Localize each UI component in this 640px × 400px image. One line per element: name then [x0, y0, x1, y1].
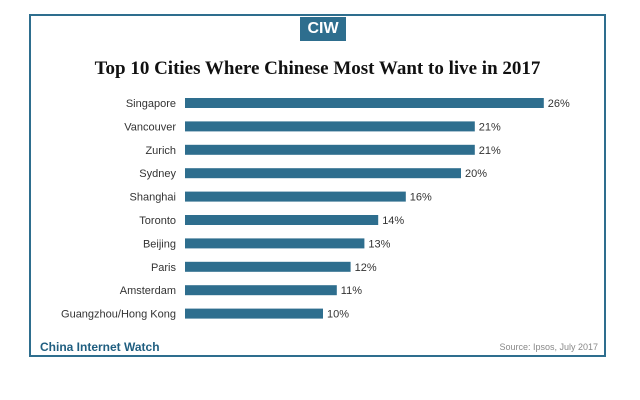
value-label: 10% — [327, 309, 349, 321]
category-label: Toronto — [139, 215, 176, 227]
bar — [185, 191, 406, 202]
value-label: 11% — [341, 285, 362, 297]
category-label: Sydney — [139, 168, 176, 180]
bar — [185, 215, 379, 225]
bar — [185, 261, 351, 272]
chart-card — [29, 14, 606, 357]
value-label: 20% — [465, 168, 487, 180]
value-label: 26% — [548, 98, 570, 110]
value-label: 14% — [382, 215, 404, 227]
source-note: Source: Ipsos, July 2017 — [499, 342, 598, 352]
category-label: Paris — [151, 262, 177, 274]
value-label: 13% — [368, 238, 390, 250]
ciw-logo: CIW — [300, 17, 346, 41]
category-label: Zurich — [145, 145, 176, 157]
bar — [185, 168, 461, 179]
bar — [185, 98, 544, 108]
value-label: 12% — [355, 262, 377, 274]
category-label: Singapore — [126, 98, 176, 110]
bar — [185, 238, 365, 249]
category-label: Vancouver — [124, 121, 176, 133]
category-label: Amsterdam — [120, 285, 176, 297]
category-label: Guangzhou/Hong Kong — [61, 309, 176, 321]
bar — [185, 285, 337, 296]
value-label: 16% — [410, 192, 432, 204]
bar — [185, 144, 475, 155]
brand-footer: China Internet Watch — [40, 340, 160, 354]
category-label: Beijing — [143, 238, 176, 250]
value-label: 21% — [479, 145, 501, 157]
bar — [185, 308, 323, 319]
value-label: 21% — [479, 121, 501, 133]
chart-title: Top 10 Cities Where Chinese Most Want to… — [94, 58, 541, 79]
bar — [185, 121, 475, 132]
category-label: Shanghai — [130, 192, 177, 204]
